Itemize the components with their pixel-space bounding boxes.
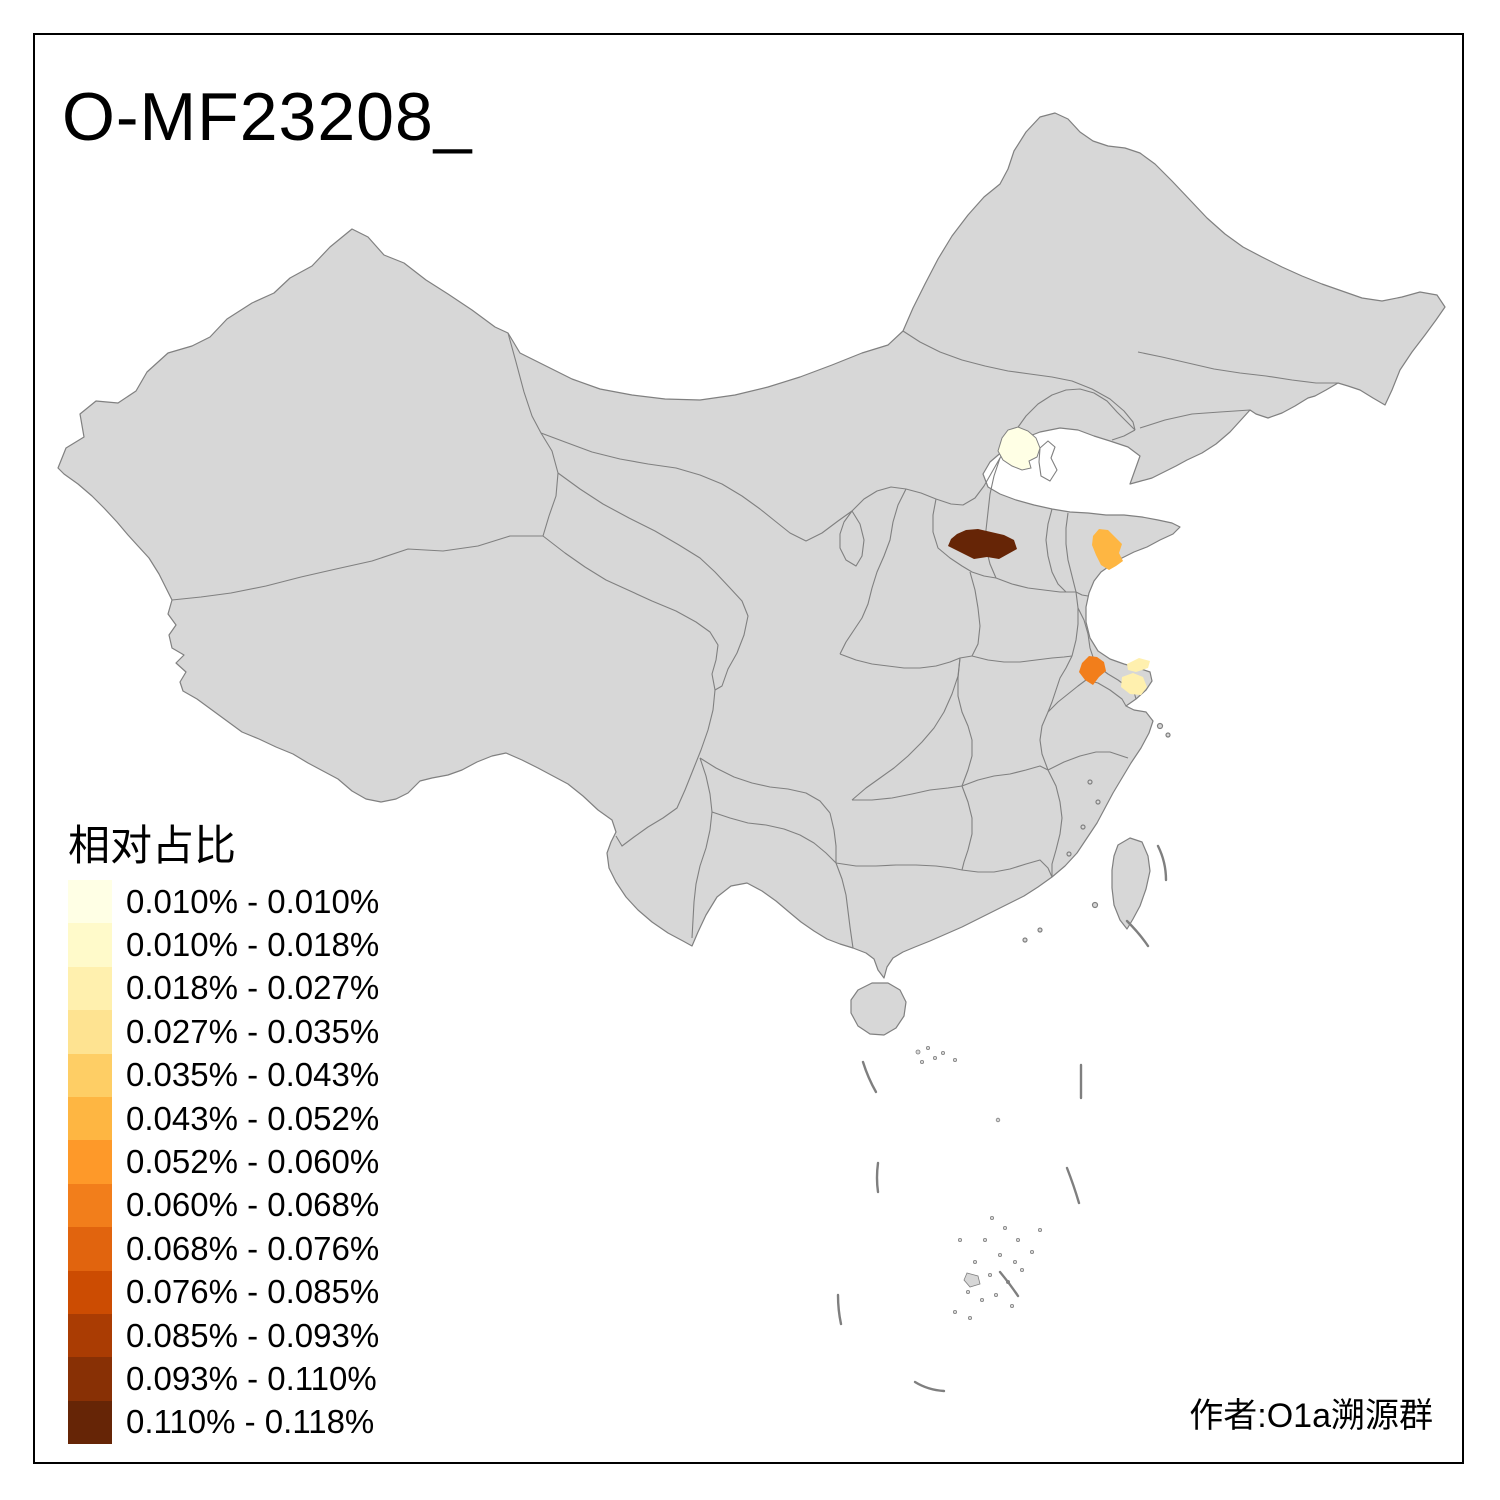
legend-label: 0.068% - 0.076%: [126, 1229, 380, 1267]
shanghai-strip-region: [1127, 658, 1150, 672]
southwest-shanxi-region: [948, 529, 1017, 559]
legend-swatch: [68, 1400, 112, 1445]
legend-label: 0.027% - 0.035%: [126, 1012, 380, 1050]
legend-item: 0.085% - 0.093%: [68, 1313, 380, 1358]
legend-label: 0.018% - 0.027%: [126, 969, 380, 1007]
legend-swatch: [68, 966, 112, 1011]
taiwan-island: [1111, 837, 1151, 930]
legend-label: 0.035% - 0.043%: [126, 1056, 380, 1094]
legend-label: 0.085% - 0.093%: [126, 1316, 380, 1354]
legend-item: 0.010% - 0.018%: [68, 923, 380, 967]
penghu-islet: [1091, 901, 1099, 909]
legend-item: 0.060% - 0.068%: [68, 1183, 380, 1228]
legend-label: 0.060% - 0.068%: [126, 1186, 380, 1224]
legend-item: 0.110% - 0.118%: [68, 1400, 379, 1445]
legend-swatch: [68, 1313, 112, 1358]
hainan-island: [850, 982, 907, 1036]
coastal-islet: [1066, 851, 1072, 857]
coastal-islet: [1087, 779, 1093, 785]
legend-swatch: [68, 1183, 112, 1228]
legend-title: 相对占比: [68, 822, 237, 869]
legend-item: 0.035% - 0.043%: [68, 1053, 380, 1097]
beijing-region: [997, 426, 1041, 471]
legend-item: 0.076% - 0.085%: [68, 1270, 380, 1314]
coastal-islet: [1165, 732, 1171, 738]
coastal-islet: [1037, 927, 1043, 933]
province-borders: [171, 330, 1338, 949]
legend: 相对占比 0.010% - 0.010% 0.010% - 0.018% 0.0…: [68, 812, 379, 1445]
legend-swatch: [68, 1053, 112, 1097]
legend-swatch: [68, 1357, 112, 1401]
legend-label: 0.110% - 0.118%: [126, 1403, 375, 1441]
land-group: [57, 112, 1446, 1036]
legend-label: 0.010% - 0.018%: [126, 926, 380, 964]
chart-title: O-MF23208_: [62, 79, 473, 155]
zhoushan-islet: [1156, 722, 1164, 730]
tianjin-border: [1038, 440, 1058, 482]
central-jiangsu-region: [1079, 656, 1106, 685]
qingdao-region: [1092, 529, 1123, 570]
legend-swatch: [68, 880, 112, 924]
legend-label: 0.093% - 0.110%: [126, 1359, 377, 1397]
south-china-sea-islets: [915, 1046, 1043, 1321]
legend-label: 0.010% - 0.010%: [126, 882, 380, 920]
legend-swatch: [68, 923, 112, 967]
legend-item: 0.010% - 0.010%: [68, 880, 380, 924]
mainland-china: [57, 112, 1446, 979]
legend-item: 0.052% - 0.060%: [68, 1140, 380, 1184]
legend-item: 0.043% - 0.052%: [68, 1096, 380, 1141]
legend-swatch: [68, 1140, 112, 1184]
legend-label: 0.076% - 0.085%: [126, 1273, 380, 1311]
legend-swatch: [68, 1270, 112, 1314]
legend-swatch: [68, 1096, 112, 1141]
legend-label: 0.043% - 0.052%: [126, 1099, 380, 1137]
coastal-islet: [1022, 937, 1028, 943]
coastal-islet: [1095, 799, 1101, 805]
legend-item: 0.068% - 0.076%: [68, 1227, 380, 1271]
attribution: 作者:O1a溯源群: [1189, 1397, 1433, 1435]
legend-item: 0.018% - 0.027%: [68, 966, 380, 1011]
legend-item: 0.027% - 0.035%: [68, 1010, 380, 1054]
legend-label: 0.052% - 0.060%: [126, 1143, 380, 1181]
nine-dash-line: [836, 844, 1168, 1393]
coastal-islet: [1080, 824, 1086, 830]
legend-swatch: [68, 1010, 112, 1054]
legend-item: 0.093% - 0.110%: [68, 1357, 379, 1401]
legend-rows: 0.010% - 0.010% 0.010% - 0.018% 0.018% -…: [68, 880, 380, 1445]
shanghai-blob-region: [1121, 673, 1147, 695]
legend-swatch: [68, 1227, 112, 1271]
highlighted-regions: [948, 426, 1150, 695]
